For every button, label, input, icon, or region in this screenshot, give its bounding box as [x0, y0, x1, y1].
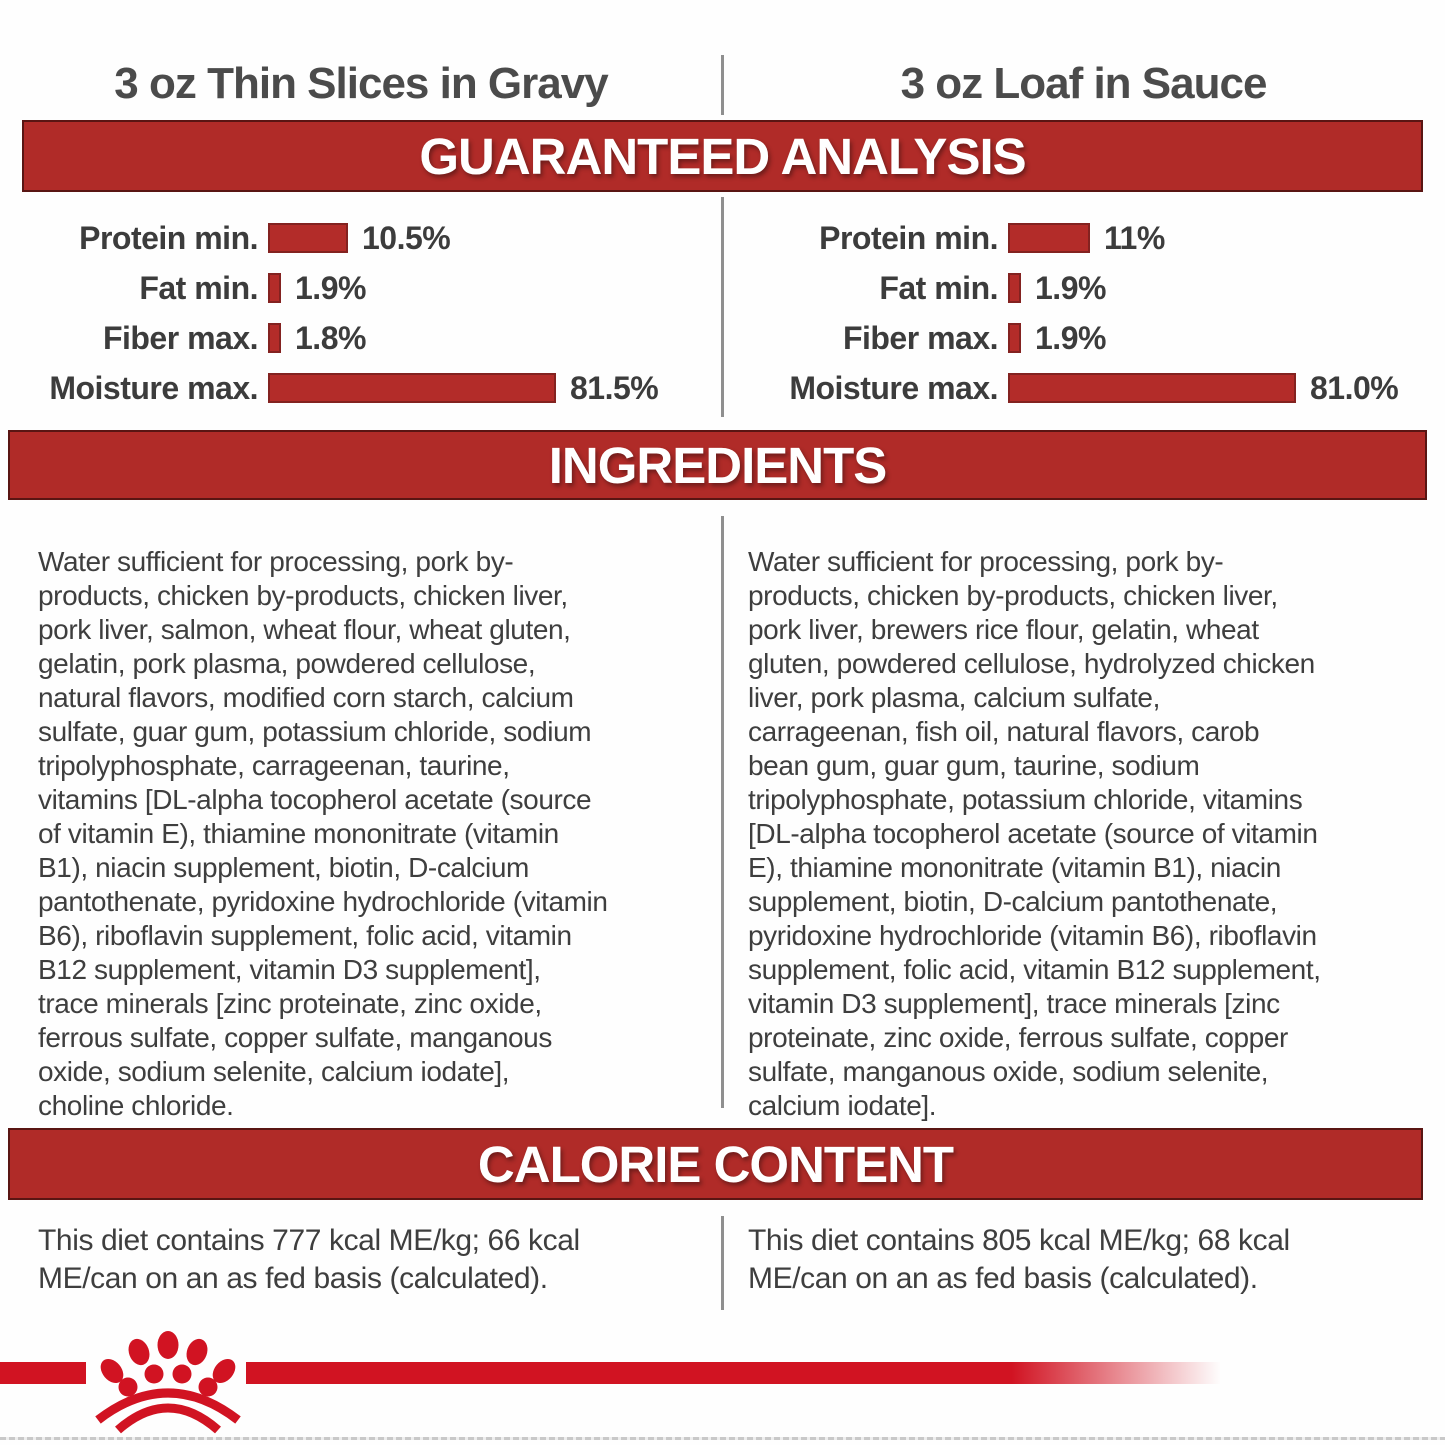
- header-divider: [721, 55, 724, 115]
- ingredients-divider: [721, 516, 724, 1108]
- brand-stripe: [0, 1362, 1445, 1384]
- analysis-row: Protein min. 10.5%: [0, 213, 722, 263]
- analysis-label: Moisture max.: [49, 369, 258, 406]
- analysis-label: Protein min.: [819, 219, 998, 256]
- analysis-value: 1.9%: [295, 269, 366, 306]
- analysis-label: Fiber max.: [842, 319, 999, 356]
- analysis-row: Fat min. 1.9%: [0, 263, 722, 313]
- analysis-chart-right: Protein min. 11% Fat min. 1.9% Fiber max…: [722, 213, 1445, 413]
- analysis-bar: [268, 273, 281, 303]
- analysis-row: Fat min. 1.9%: [722, 263, 1445, 313]
- analysis-row: Moisture max. 81.5%: [0, 363, 722, 413]
- left-column-header: 3 oz Thin Slices in Gravy: [114, 59, 608, 108]
- analysis-label: Fat min.: [139, 269, 258, 306]
- analysis-row: Protein min. 11%: [722, 213, 1445, 263]
- guaranteed-analysis-title: GUARANTEED ANALYSIS: [419, 127, 1026, 185]
- guaranteed-analysis-banner: GUARANTEED ANALYSIS: [22, 120, 1423, 192]
- analysis-bar: [1008, 223, 1090, 253]
- analysis-bar: [268, 223, 348, 253]
- analysis-label: Fat min.: [879, 269, 998, 306]
- analysis-value: 1.8%: [295, 319, 366, 356]
- analysis-bar: [268, 323, 281, 353]
- analysis-bar: [268, 373, 556, 403]
- bottom-divider-line: [0, 1437, 1445, 1440]
- calorie-divider: [721, 1216, 724, 1310]
- analysis-value: 81.0%: [1310, 369, 1399, 406]
- analysis-row: Fiber max. 1.9%: [722, 313, 1445, 363]
- right-column-header: 3 oz Loaf in Sauce: [900, 59, 1268, 108]
- ingredients-banner: INGREDIENTS: [8, 430, 1427, 500]
- calorie-text-right: This diet contains 805 kcal ME/kg; 68 kc…: [748, 1224, 1290, 1295]
- analysis-row: Moisture max. 81.0%: [722, 363, 1445, 413]
- ingredients-text-right: Water sufficient for processing, pork by…: [748, 546, 1321, 1121]
- calorie-content-banner: CALORIE CONTENT: [8, 1128, 1423, 1200]
- analysis-divider: [721, 197, 724, 417]
- calorie-content-title: CALORIE CONTENT: [477, 1135, 954, 1193]
- analysis-chart-left: Protein min. 10.5% Fat min. 1.9% Fiber m…: [0, 213, 722, 413]
- analysis-value: 10.5%: [362, 219, 451, 256]
- analysis-bar: [1008, 273, 1021, 303]
- analysis-value: 11%: [1104, 219, 1165, 256]
- analysis-label: Protein min.: [79, 219, 258, 256]
- ingredients-text-left: Water sufficient for processing, pork by…: [38, 546, 608, 1121]
- analysis-row: Fiber max. 1.8%: [0, 313, 722, 363]
- royal-canin-crown-icon: [95, 1331, 241, 1434]
- calorie-text-left: This diet contains 777 kcal ME/kg; 66 kc…: [38, 1224, 580, 1295]
- analysis-value: 1.9%: [1035, 319, 1106, 356]
- analysis-bar: [1008, 323, 1021, 353]
- analysis-label: Fiber max.: [102, 319, 259, 356]
- analysis-label: Moisture max.: [789, 369, 998, 406]
- analysis-value: 1.9%: [1035, 269, 1106, 306]
- ingredients-title: INGREDIENTS: [548, 436, 888, 494]
- analysis-bar: [1008, 373, 1296, 403]
- analysis-value: 81.5%: [570, 369, 659, 406]
